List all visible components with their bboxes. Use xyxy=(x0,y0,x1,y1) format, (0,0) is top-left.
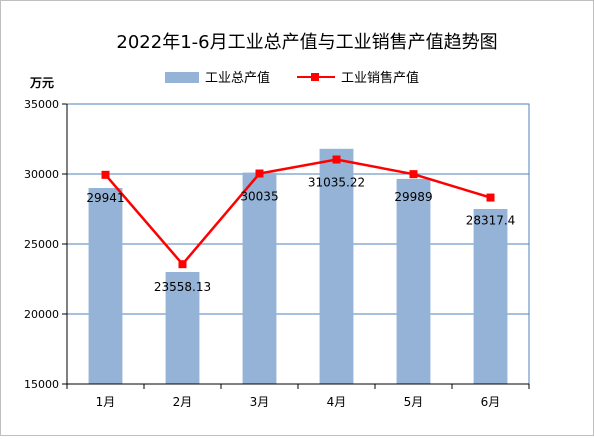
x-tick-label: 2月 xyxy=(173,395,193,409)
sales-data-label-5: 29989 xyxy=(394,190,432,204)
y-tick-label: 35000 xyxy=(24,98,59,111)
sales-marker-5 xyxy=(409,170,418,179)
legend-label-line: 工业销售产值 xyxy=(341,70,419,86)
sales-marker-2 xyxy=(178,260,187,269)
x-tick-label: 6月 xyxy=(481,395,501,409)
sales-data-label-3: 30035 xyxy=(240,190,278,204)
sales-data-label-1: 29941 xyxy=(86,191,124,205)
y-tick-label: 15000 xyxy=(24,378,59,391)
x-tick-label: 5月 xyxy=(404,395,424,409)
bar-5 xyxy=(396,178,431,384)
x-tick-label: 1月 xyxy=(96,395,116,409)
sales-marker-4 xyxy=(332,155,341,164)
y-tick-label: 25000 xyxy=(24,238,59,251)
y-tick-label: 30000 xyxy=(24,168,59,181)
legend-swatch-bar xyxy=(165,72,199,83)
legend: 工业总产值 工业销售产值 xyxy=(165,70,419,86)
sales-data-label-2: 23558.13 xyxy=(154,280,211,294)
chart-title: 2022年1-6月工业总产值与工业销售产值趋势图 xyxy=(116,32,497,53)
x-tick-label: 3月 xyxy=(250,395,270,409)
sales-line xyxy=(104,158,491,267)
bar-1 xyxy=(88,188,123,384)
plot-area: 15000 20000 25000 30000 35000 1月 2月 3月 4月 5月 6月 299… xyxy=(24,98,530,409)
sales-marker-6 xyxy=(486,193,495,202)
x-tick-label: 4月 xyxy=(327,395,347,409)
sales-data-label-4: 31035.22 xyxy=(308,176,365,190)
sales-marker-1 xyxy=(101,170,110,179)
sales-data-label-6: 28317.4 xyxy=(466,214,516,228)
bar-2 xyxy=(165,272,200,384)
legend-label-bar: 工业总产值 xyxy=(205,70,270,86)
y-axis-unit: 万元 xyxy=(29,76,54,90)
bar-6 xyxy=(473,209,508,384)
bar-3 xyxy=(242,172,277,384)
sales-marker-3 xyxy=(255,169,264,178)
legend-swatch-marker xyxy=(311,73,319,81)
bar-4 xyxy=(319,148,354,384)
y-tick-label: 20000 xyxy=(24,308,59,321)
